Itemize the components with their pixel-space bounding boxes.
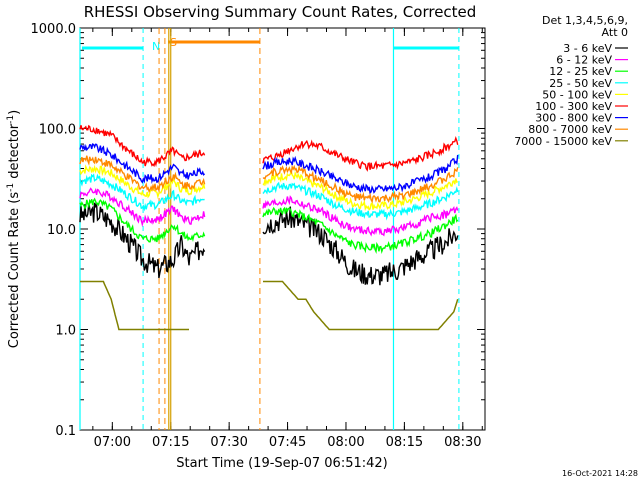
series-line-seg1 — [80, 280, 189, 331]
legend-label: 6 - 12 keV — [556, 54, 612, 67]
y-tick-label: 100.0 — [39, 123, 76, 138]
night-bar-label: N — [152, 40, 160, 53]
legend-label: 7000 - 15000 keV — [514, 135, 612, 148]
series-line-seg2 — [262, 164, 459, 204]
series-line-seg2 — [263, 280, 459, 331]
legend-label: 25 - 50 keV — [549, 77, 612, 90]
legend-label: 100 - 300 keV — [535, 100, 612, 113]
x-tick-label: 08:00 — [327, 435, 364, 450]
x-tick-label: 08:15 — [386, 435, 423, 450]
x-tick-label: 07:45 — [269, 435, 306, 450]
y-tick-label: 1000.0 — [31, 22, 77, 37]
series-line-seg1 — [79, 202, 206, 279]
series-layer — [79, 124, 459, 331]
series-line-seg2 — [262, 206, 459, 286]
series-line-seg1 — [79, 143, 206, 184]
series-line-seg2 — [262, 206, 459, 255]
legend-label: 50 - 100 keV — [542, 88, 612, 101]
series-line-seg2 — [262, 154, 459, 195]
saa-bar-label: S — [170, 36, 177, 49]
y-tick-label: 0.1 — [55, 424, 76, 439]
plot-frame — [79, 27, 486, 431]
y-axis-label: Corrected Count Rate (s-1 detector-1) — [6, 110, 22, 348]
x-tick-label: 07:30 — [210, 435, 247, 450]
y-tick-label: 10.0 — [47, 223, 76, 238]
series-line-seg1 — [79, 124, 206, 168]
legend-label: 800 - 7000 keV — [528, 123, 612, 136]
series-line-seg1 — [79, 187, 206, 228]
chart-title: RHESSI Observing Summary Count Rates, Co… — [84, 3, 477, 21]
series-line-seg2 — [262, 195, 459, 237]
x-tick-label: 07:15 — [152, 435, 189, 450]
y-tick-label: 1.0 — [55, 324, 76, 339]
series-line-seg1 — [79, 197, 206, 243]
axes-layer: 0.1 1.0 10.0 100.0 1000.0 07:00 07:15 07:30 07:4… — [31, 22, 485, 450]
legend-label: 12 - 25 keV — [549, 65, 612, 78]
series-line-seg2 — [262, 181, 459, 221]
series-line-seg1 — [79, 155, 206, 194]
x-axis-label: Start Time (19-Sep-07 06:51:42) — [176, 456, 387, 471]
timestamp: 16-Oct-2021 14:28 — [562, 469, 638, 478]
series-line-seg2 — [262, 169, 459, 212]
x-tick-label: 07:00 — [94, 435, 131, 450]
legend-header-line1: Det 1,3,4,5,6,9, — [542, 14, 628, 27]
series-line-seg2 — [262, 136, 459, 172]
legend-header-line2: Att 0 — [602, 26, 628, 39]
series-line-seg1 — [79, 173, 205, 212]
legend-label: 3 - 6 keV — [563, 42, 612, 55]
series-line-seg1 — [79, 164, 206, 200]
legend-label: 300 - 800 keV — [535, 112, 612, 125]
x-tick-label: 08:30 — [444, 435, 481, 450]
